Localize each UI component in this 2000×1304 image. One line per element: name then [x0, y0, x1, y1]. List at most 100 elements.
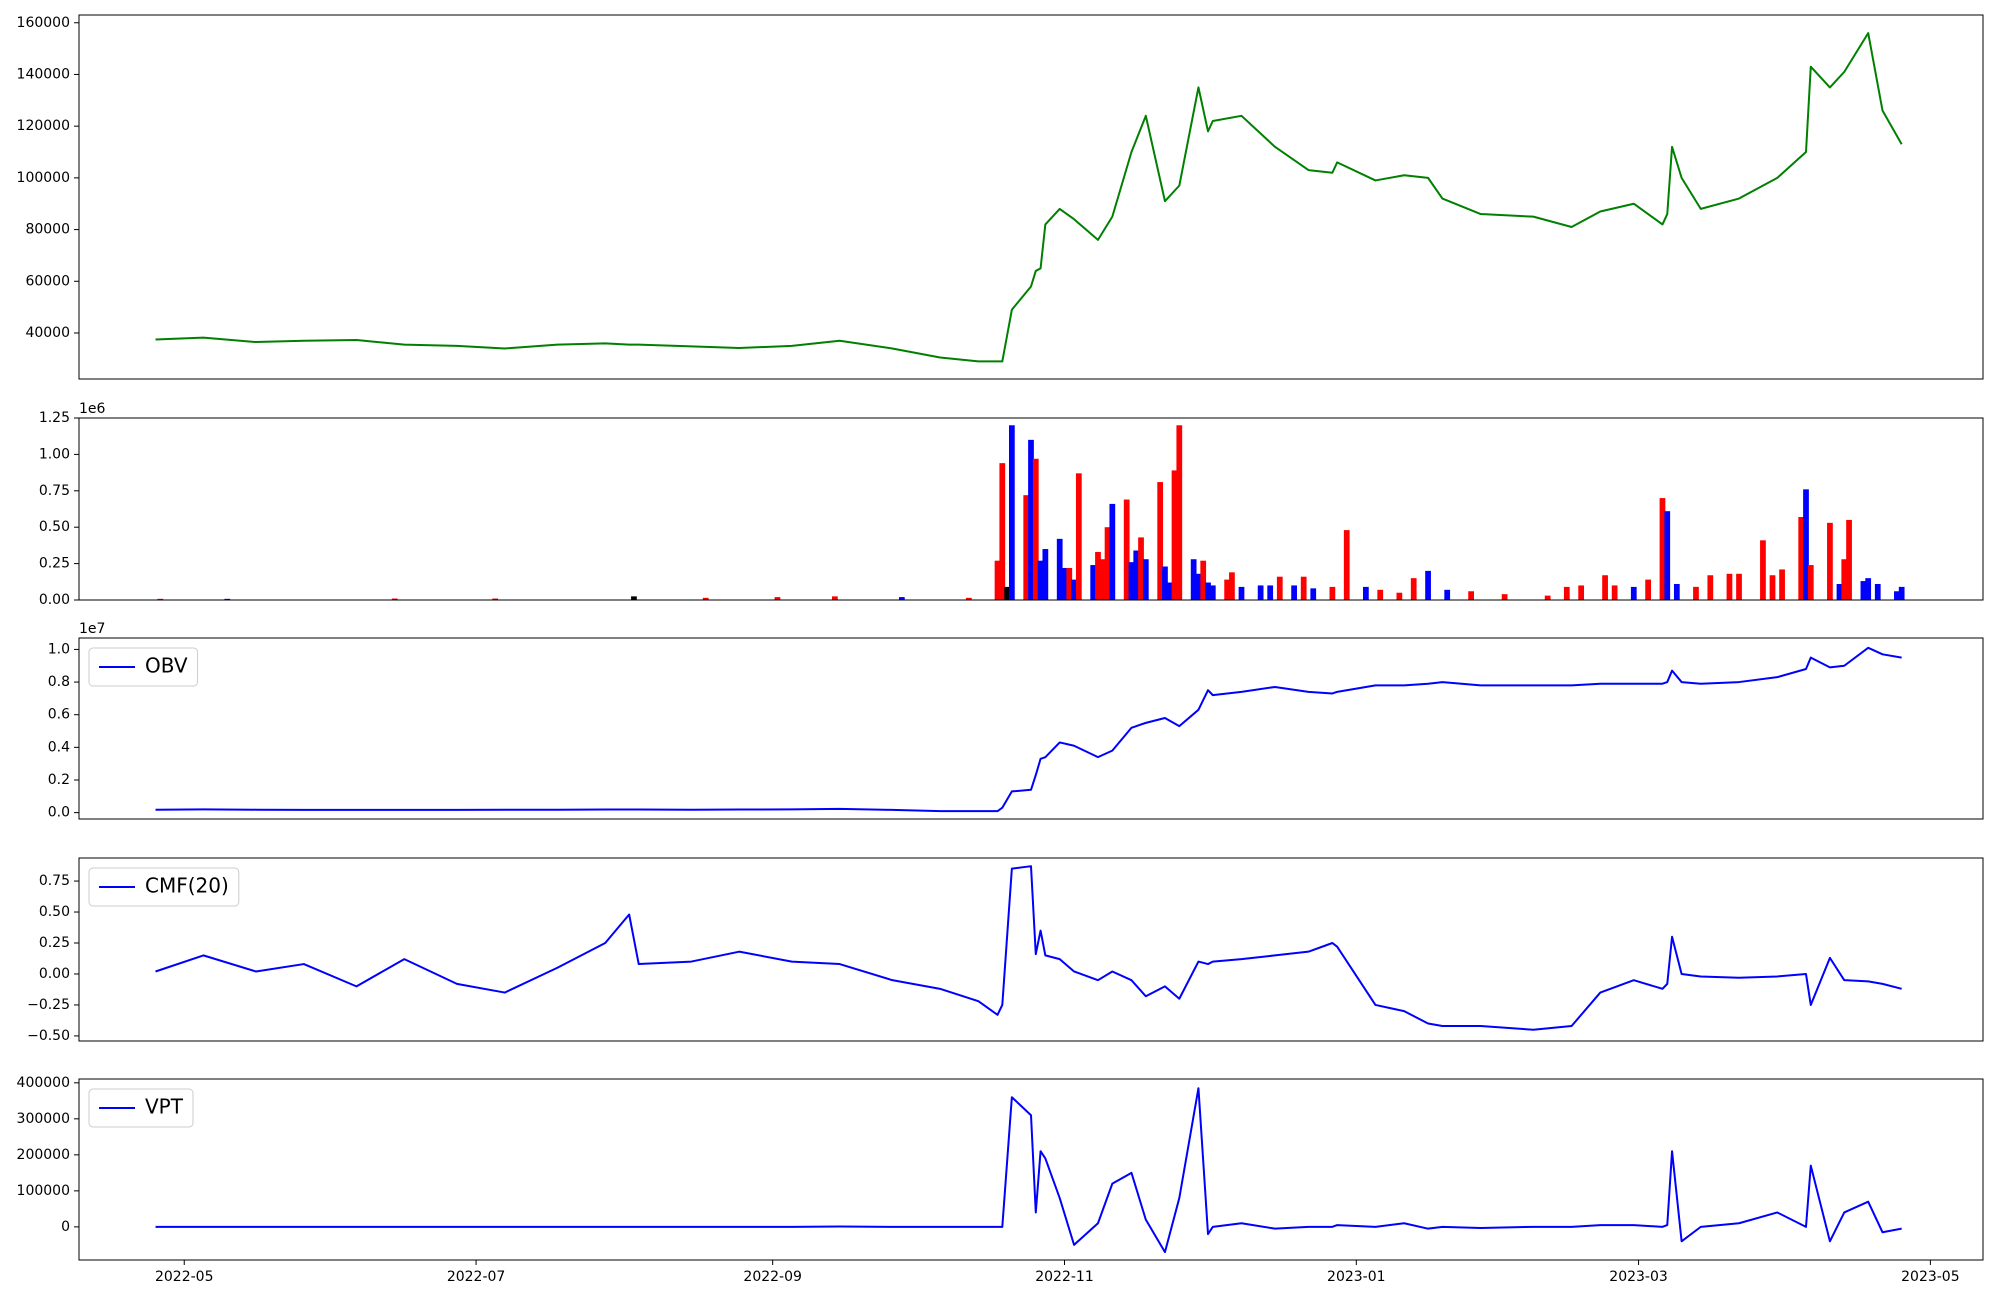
- volume-bar: [1123, 499, 1130, 600]
- volume-bar: [1645, 579, 1651, 600]
- y-tick-label: 1.0: [48, 641, 70, 657]
- volume-bar: [224, 598, 231, 600]
- volume-bar: [1363, 586, 1369, 600]
- axes-frame: [78, 857, 1984, 1042]
- volume-bar: [1664, 511, 1671, 600]
- x-tick-label: 2023-05: [1901, 1269, 1960, 1285]
- volume-bar: [1209, 585, 1216, 600]
- volume-bar: [1133, 550, 1140, 600]
- volume-bar: [1267, 585, 1274, 600]
- volume-bar: [391, 598, 398, 600]
- panel: 0.0 0.2 0.4 0.6 0.8 1.0 1e7 OBV: [48, 621, 1984, 821]
- volume-bar: [1157, 482, 1164, 600]
- volume-bar: [157, 598, 164, 600]
- y-tick-label: 140000: [17, 66, 70, 82]
- volume-bar: [1343, 530, 1350, 600]
- legend-label: CMF(20): [145, 874, 229, 898]
- volume-bar: [1807, 565, 1814, 600]
- volume-bar: [1779, 569, 1785, 600]
- x-tick-label: 2022-07: [447, 1269, 506, 1285]
- volume-bar: [492, 598, 499, 600]
- y-tick-label: 120000: [17, 118, 70, 134]
- volume-bar: [1238, 586, 1245, 600]
- y-tick-label: −0.25: [27, 997, 70, 1013]
- volume-bar: [1257, 585, 1264, 600]
- volume-bar: [1798, 517, 1805, 600]
- volume-bar: [1176, 425, 1183, 600]
- y-tick-label: −0.50: [27, 1028, 70, 1044]
- volume-bar: [1171, 470, 1178, 600]
- y-tick-label: 1.25: [39, 410, 70, 426]
- volume-bar: [1066, 567, 1073, 600]
- legend-label: OBV: [145, 654, 188, 678]
- volume-bar: [774, 597, 781, 600]
- y-tick-label: 0.25: [39, 935, 70, 951]
- volume-bar: [1544, 595, 1551, 600]
- volume-bar: [1004, 586, 1010, 600]
- volume-bar: [1410, 578, 1417, 600]
- volume-bar: [999, 463, 1006, 600]
- axes-frame: [78, 14, 1984, 380]
- volume-bar: [1846, 519, 1852, 600]
- volume-bar: [1693, 586, 1699, 600]
- axes-frame: [78, 1078, 1984, 1261]
- legend-box: [88, 867, 240, 907]
- y-tick-label: 0.6: [48, 707, 70, 723]
- volume-bar: [1095, 551, 1101, 600]
- volume-bar: [1707, 575, 1714, 600]
- volume-bar: [1166, 582, 1173, 600]
- volume-bar: [1061, 567, 1068, 600]
- panel: 0.00 0.25 0.50 0.75 1.00 1.25 1e6: [39, 401, 1984, 608]
- volume-bar: [994, 560, 1001, 600]
- volume-bar: [1190, 559, 1197, 600]
- axes-frame: [78, 637, 1984, 820]
- volume-bar: [1769, 575, 1776, 600]
- volume-bar: [1726, 573, 1733, 600]
- volume-bar: [1032, 458, 1039, 600]
- y-tick-label: 0.8: [48, 674, 70, 690]
- volume-bar: [1200, 560, 1207, 600]
- y-tick-label: 300000: [17, 1111, 70, 1127]
- volume-bar: [898, 597, 905, 600]
- volume-bar: [965, 597, 972, 600]
- series-line: [155, 1087, 1902, 1254]
- volume-bar: [1128, 562, 1135, 600]
- volume-bar: [1042, 549, 1049, 600]
- legend: CMF(20): [88, 867, 240, 907]
- y-tick-label: 400000: [17, 1075, 70, 1091]
- x-tick-label: 2023-01: [1327, 1269, 1386, 1285]
- y-tick-label: 0.50: [39, 904, 70, 920]
- volume-bar: [1023, 495, 1030, 600]
- volume-bar: [1501, 594, 1508, 600]
- volume-bar: [702, 597, 709, 600]
- volume-bar: [1224, 579, 1231, 600]
- legend: VPT: [88, 1088, 194, 1128]
- y-tick-label: 0.4: [48, 739, 70, 755]
- volume-bar: [1425, 570, 1431, 600]
- volume-bar: [1104, 527, 1111, 600]
- x-tick-label: 2022-11: [1035, 1269, 1094, 1285]
- volume-bar: [1630, 586, 1637, 600]
- y-tick-label: 100000: [17, 1183, 70, 1199]
- volume-bar: [1673, 583, 1680, 600]
- panel: 40000 60000 80000 100000 120000 140000 160000: [17, 14, 1984, 380]
- x-tick-label: 2022-05: [155, 1269, 214, 1285]
- series-line: [155, 865, 1902, 1031]
- y-tick-label: 80000: [25, 222, 70, 238]
- volume-bar: [1229, 572, 1235, 600]
- volume-bar: [1008, 425, 1015, 600]
- y-tick-label: 0.2: [48, 772, 70, 788]
- y-tick-label: 0.00: [39, 966, 70, 982]
- volume-bar: [1142, 559, 1149, 600]
- volume-bar: [1841, 559, 1848, 600]
- volume-bar: [1162, 566, 1168, 600]
- volume-bar: [1138, 537, 1144, 600]
- volume-bar: [1468, 591, 1474, 600]
- volume-bar: [1836, 583, 1843, 600]
- volume-bar: [1578, 585, 1585, 600]
- volume-bar: [1860, 581, 1867, 600]
- volume-bar: [1563, 586, 1570, 600]
